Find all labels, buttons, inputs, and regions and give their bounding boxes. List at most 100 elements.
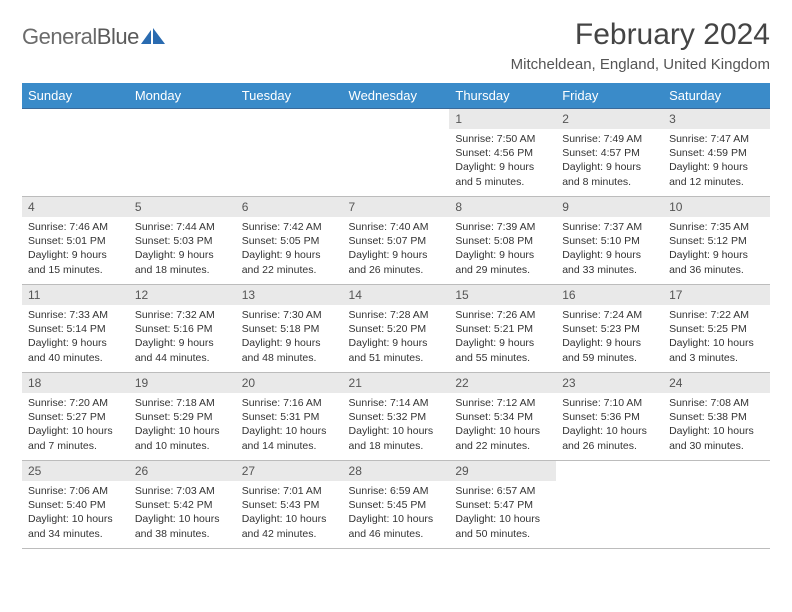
calendar-day-cell: 27Sunrise: 7:01 AMSunset: 5:43 PMDayligh… bbox=[236, 461, 343, 549]
day-number: 18 bbox=[22, 373, 129, 393]
day-number: 26 bbox=[129, 461, 236, 481]
calendar-day-cell: 25Sunrise: 7:06 AMSunset: 5:40 PMDayligh… bbox=[22, 461, 129, 549]
calendar-day-cell: 28Sunrise: 6:59 AMSunset: 5:45 PMDayligh… bbox=[343, 461, 450, 549]
calendar-day-cell: 20Sunrise: 7:16 AMSunset: 5:31 PMDayligh… bbox=[236, 373, 343, 461]
calendar-day-cell: 12Sunrise: 7:32 AMSunset: 5:16 PMDayligh… bbox=[129, 285, 236, 373]
day-number: 20 bbox=[236, 373, 343, 393]
day-detail: Sunrise: 7:42 AMSunset: 5:05 PMDaylight:… bbox=[236, 217, 343, 282]
calendar-day-cell: 16Sunrise: 7:24 AMSunset: 5:23 PMDayligh… bbox=[556, 285, 663, 373]
day-detail: Sunrise: 7:18 AMSunset: 5:29 PMDaylight:… bbox=[129, 393, 236, 458]
day-number: 16 bbox=[556, 285, 663, 305]
calendar-week-row: 18Sunrise: 7:20 AMSunset: 5:27 PMDayligh… bbox=[22, 373, 770, 461]
calendar-day-cell: 5Sunrise: 7:44 AMSunset: 5:03 PMDaylight… bbox=[129, 197, 236, 285]
day-number: 23 bbox=[556, 373, 663, 393]
day-number: 21 bbox=[343, 373, 450, 393]
day-number: 17 bbox=[663, 285, 770, 305]
calendar-day-cell: 8Sunrise: 7:39 AMSunset: 5:08 PMDaylight… bbox=[449, 197, 556, 285]
day-detail: Sunrise: 7:03 AMSunset: 5:42 PMDaylight:… bbox=[129, 481, 236, 546]
day-number: 2 bbox=[556, 109, 663, 129]
day-number: 27 bbox=[236, 461, 343, 481]
calendar-day-cell: 18Sunrise: 7:20 AMSunset: 5:27 PMDayligh… bbox=[22, 373, 129, 461]
day-detail: Sunrise: 7:14 AMSunset: 5:32 PMDaylight:… bbox=[343, 393, 450, 458]
calendar-day-cell: 7Sunrise: 7:40 AMSunset: 5:07 PMDaylight… bbox=[343, 197, 450, 285]
day-detail: Sunrise: 7:30 AMSunset: 5:18 PMDaylight:… bbox=[236, 305, 343, 370]
calendar-week-row: 25Sunrise: 7:06 AMSunset: 5:40 PMDayligh… bbox=[22, 461, 770, 549]
weekday-header: Friday bbox=[556, 83, 663, 109]
day-number: 8 bbox=[449, 197, 556, 217]
weekday-header: Monday bbox=[129, 83, 236, 109]
calendar-week-row: 1Sunrise: 7:50 AMSunset: 4:56 PMDaylight… bbox=[22, 109, 770, 197]
calendar-day-cell: 24Sunrise: 7:08 AMSunset: 5:38 PMDayligh… bbox=[663, 373, 770, 461]
calendar-day-cell: 17Sunrise: 7:22 AMSunset: 5:25 PMDayligh… bbox=[663, 285, 770, 373]
day-number: 10 bbox=[663, 197, 770, 217]
calendar-day-cell: 26Sunrise: 7:03 AMSunset: 5:42 PMDayligh… bbox=[129, 461, 236, 549]
calendar-day-cell: 9Sunrise: 7:37 AMSunset: 5:10 PMDaylight… bbox=[556, 197, 663, 285]
weekday-header: Wednesday bbox=[343, 83, 450, 109]
calendar-day-cell: 23Sunrise: 7:10 AMSunset: 5:36 PMDayligh… bbox=[556, 373, 663, 461]
calendar-day-cell: 15Sunrise: 7:26 AMSunset: 5:21 PMDayligh… bbox=[449, 285, 556, 373]
day-detail: Sunrise: 7:01 AMSunset: 5:43 PMDaylight:… bbox=[236, 481, 343, 546]
day-number: 12 bbox=[129, 285, 236, 305]
logo-text: GeneralBlue bbox=[22, 24, 139, 50]
calendar-day-cell: 11Sunrise: 7:33 AMSunset: 5:14 PMDayligh… bbox=[22, 285, 129, 373]
weekday-header-row: SundayMondayTuesdayWednesdayThursdayFrid… bbox=[22, 83, 770, 109]
day-detail: Sunrise: 7:50 AMSunset: 4:56 PMDaylight:… bbox=[449, 129, 556, 194]
day-number: 3 bbox=[663, 109, 770, 129]
calendar-day-cell: 22Sunrise: 7:12 AMSunset: 5:34 PMDayligh… bbox=[449, 373, 556, 461]
calendar-day-cell: 19Sunrise: 7:18 AMSunset: 5:29 PMDayligh… bbox=[129, 373, 236, 461]
calendar-table: SundayMondayTuesdayWednesdayThursdayFrid… bbox=[22, 83, 770, 549]
day-detail: Sunrise: 6:57 AMSunset: 5:47 PMDaylight:… bbox=[449, 481, 556, 546]
day-detail: Sunrise: 7:37 AMSunset: 5:10 PMDaylight:… bbox=[556, 217, 663, 282]
logo-sail-icon bbox=[141, 28, 167, 46]
location-subtitle: Mitcheldean, England, United Kingdom bbox=[511, 56, 770, 73]
day-detail: Sunrise: 7:06 AMSunset: 5:40 PMDaylight:… bbox=[22, 481, 129, 546]
weekday-header: Tuesday bbox=[236, 83, 343, 109]
day-number: 15 bbox=[449, 285, 556, 305]
day-number: 29 bbox=[449, 461, 556, 481]
day-number: 24 bbox=[663, 373, 770, 393]
day-detail: Sunrise: 7:20 AMSunset: 5:27 PMDaylight:… bbox=[22, 393, 129, 458]
day-detail: Sunrise: 7:08 AMSunset: 5:38 PMDaylight:… bbox=[663, 393, 770, 458]
calendar-week-row: 4Sunrise: 7:46 AMSunset: 5:01 PMDaylight… bbox=[22, 197, 770, 285]
calendar-day-cell: 2Sunrise: 7:49 AMSunset: 4:57 PMDaylight… bbox=[556, 109, 663, 197]
calendar-empty-cell bbox=[343, 109, 450, 197]
day-detail: Sunrise: 7:12 AMSunset: 5:34 PMDaylight:… bbox=[449, 393, 556, 458]
calendar-empty-cell bbox=[129, 109, 236, 197]
day-detail: Sunrise: 7:40 AMSunset: 5:07 PMDaylight:… bbox=[343, 217, 450, 282]
day-number: 9 bbox=[556, 197, 663, 217]
calendar-empty-cell bbox=[663, 461, 770, 549]
calendar-day-cell: 14Sunrise: 7:28 AMSunset: 5:20 PMDayligh… bbox=[343, 285, 450, 373]
day-number: 7 bbox=[343, 197, 450, 217]
day-detail: Sunrise: 7:24 AMSunset: 5:23 PMDaylight:… bbox=[556, 305, 663, 370]
day-number: 19 bbox=[129, 373, 236, 393]
page-title: February 2024 bbox=[511, 18, 770, 52]
day-number: 25 bbox=[22, 461, 129, 481]
day-detail: Sunrise: 7:44 AMSunset: 5:03 PMDaylight:… bbox=[129, 217, 236, 282]
day-detail: Sunrise: 7:39 AMSunset: 5:08 PMDaylight:… bbox=[449, 217, 556, 282]
day-number: 4 bbox=[22, 197, 129, 217]
day-detail: Sunrise: 7:32 AMSunset: 5:16 PMDaylight:… bbox=[129, 305, 236, 370]
day-number: 22 bbox=[449, 373, 556, 393]
weekday-header: Sunday bbox=[22, 83, 129, 109]
calendar-day-cell: 1Sunrise: 7:50 AMSunset: 4:56 PMDaylight… bbox=[449, 109, 556, 197]
header: GeneralBlue February 2024 Mitcheldean, E… bbox=[22, 18, 770, 73]
weekday-header: Saturday bbox=[663, 83, 770, 109]
day-detail: Sunrise: 7:10 AMSunset: 5:36 PMDaylight:… bbox=[556, 393, 663, 458]
weekday-header: Thursday bbox=[449, 83, 556, 109]
day-detail: Sunrise: 7:47 AMSunset: 4:59 PMDaylight:… bbox=[663, 129, 770, 194]
day-detail: Sunrise: 7:26 AMSunset: 5:21 PMDaylight:… bbox=[449, 305, 556, 370]
day-number: 13 bbox=[236, 285, 343, 305]
day-number: 1 bbox=[449, 109, 556, 129]
day-detail: Sunrise: 7:35 AMSunset: 5:12 PMDaylight:… bbox=[663, 217, 770, 282]
day-detail: Sunrise: 7:16 AMSunset: 5:31 PMDaylight:… bbox=[236, 393, 343, 458]
day-detail: Sunrise: 7:22 AMSunset: 5:25 PMDaylight:… bbox=[663, 305, 770, 370]
day-number: 14 bbox=[343, 285, 450, 305]
day-number: 28 bbox=[343, 461, 450, 481]
calendar-day-cell: 21Sunrise: 7:14 AMSunset: 5:32 PMDayligh… bbox=[343, 373, 450, 461]
logo: GeneralBlue bbox=[22, 18, 167, 50]
day-detail: Sunrise: 7:46 AMSunset: 5:01 PMDaylight:… bbox=[22, 217, 129, 282]
calendar-empty-cell bbox=[556, 461, 663, 549]
day-number: 11 bbox=[22, 285, 129, 305]
calendar-day-cell: 29Sunrise: 6:57 AMSunset: 5:47 PMDayligh… bbox=[449, 461, 556, 549]
calendar-day-cell: 13Sunrise: 7:30 AMSunset: 5:18 PMDayligh… bbox=[236, 285, 343, 373]
